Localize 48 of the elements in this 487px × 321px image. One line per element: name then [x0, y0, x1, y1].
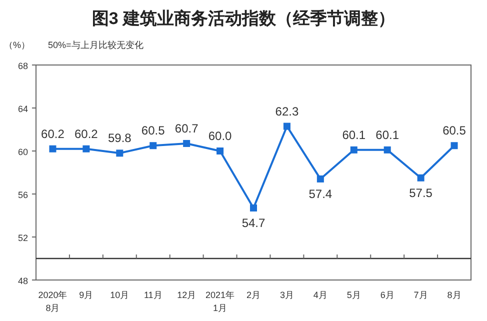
x-tick-label: 11月	[144, 290, 162, 300]
point	[49, 145, 56, 152]
point	[350, 146, 358, 154]
x-tick-label: 8月	[447, 290, 462, 300]
point	[82, 145, 90, 152]
y-axis-title: （%）	[4, 40, 30, 50]
point	[116, 150, 124, 157]
text: 60.5	[141, 124, 165, 138]
x-tick-label: 7月	[414, 290, 428, 300]
text: 60.0	[208, 129, 232, 143]
chart-title: 图3 建筑业商务活动指数（经季节调整）	[92, 9, 396, 28]
point	[183, 140, 190, 147]
x-tick-label: 12月	[177, 290, 196, 300]
y-tick-label: 64	[18, 104, 28, 114]
text: 50%=与上月比较无变化	[48, 40, 144, 50]
x-tick-label: 9月	[79, 290, 94, 300]
text: 57.5	[409, 186, 432, 200]
x-tick-label: 2月	[246, 290, 261, 300]
point	[450, 142, 458, 150]
point	[417, 174, 424, 182]
text: 60.7	[174, 121, 198, 136]
y-tick-label: 52	[18, 233, 28, 243]
point	[283, 122, 290, 130]
text: 57.4	[308, 186, 332, 201]
point	[150, 142, 157, 150]
x-tick-label: 10月	[110, 290, 130, 300]
point	[250, 204, 257, 212]
x-tick-label: 4月	[313, 290, 328, 300]
text: 60.2	[74, 126, 98, 141]
x-tick-label: 5月	[346, 290, 361, 300]
point	[216, 148, 224, 154]
y-tick-label: 56	[18, 190, 28, 200]
point	[316, 175, 324, 182]
text: 60.1	[342, 128, 366, 142]
x-tick-label: 3月	[280, 290, 294, 300]
point	[384, 146, 391, 154]
text: 60.2	[41, 126, 64, 141]
text: 60.1	[376, 128, 400, 142]
x-tick-label: 2021年 1月	[206, 290, 235, 313]
y-tick-label: 68	[18, 61, 28, 71]
y-tick-label: 60	[18, 147, 28, 157]
x-tick-label: 6月	[380, 290, 394, 300]
text: 59.8	[108, 131, 132, 146]
y-tick-label: 48	[18, 276, 28, 286]
text: 60.5	[442, 124, 466, 138]
text: 54.7	[242, 216, 266, 230]
x-tick-label: 2020年 8月	[38, 290, 68, 313]
text: 62.3	[275, 104, 299, 118]
